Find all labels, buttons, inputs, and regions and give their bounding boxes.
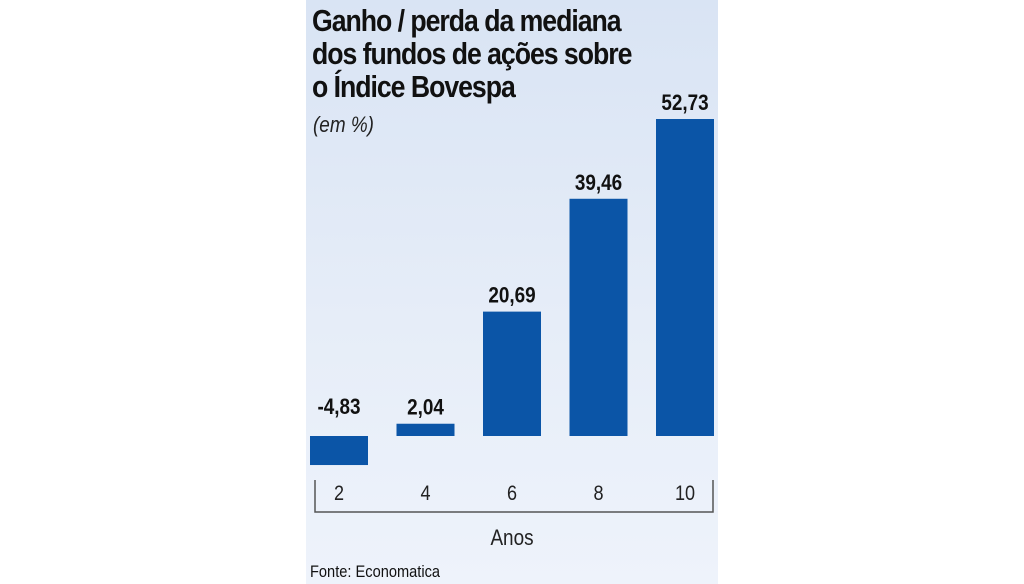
tick-label-10: 10	[675, 482, 695, 506]
bar-6	[483, 311, 541, 436]
tick-label-8: 8	[593, 482, 603, 506]
tick-label-4: 4	[420, 482, 430, 506]
value-label-6: 20,69	[488, 283, 535, 308]
bars	[310, 119, 714, 466]
source-note: Fonte: Economatica	[310, 562, 441, 581]
axis-bracket	[314, 480, 714, 513]
value-label-2: -4,83	[317, 395, 360, 420]
chart-panel: Ganho / perda da mediana dos fundos de a…	[306, 0, 718, 584]
title-line-3: o Índice Bovespa	[312, 69, 516, 104]
x-axis-title: Anos	[490, 526, 533, 551]
tick-label-6: 6	[507, 482, 517, 506]
chart-subtitle: (em %)	[313, 112, 374, 137]
chart-title: Ganho / perda da mediana dos fundos de a…	[312, 4, 656, 103]
value-label-8: 39,46	[575, 170, 622, 195]
bar-chart: -4,83 2,04 20,69 39,46 52,73 2 4 6 8 10 Anos	[310, 91, 714, 551]
title-line-1: Ganho / perda da mediana	[312, 3, 622, 38]
bar-4	[396, 423, 455, 436]
bar-8	[569, 198, 628, 436]
value-label-4: 2,04	[407, 395, 444, 420]
value-label-10: 52,73	[661, 91, 708, 116]
x-axis: 2 4 6 8 10 Anos	[314, 480, 714, 551]
value-labels: -4,83 2,04 20,69 39,46 52,73	[317, 91, 708, 420]
bar-2	[310, 436, 368, 466]
bar-10	[656, 119, 714, 436]
title-line-2: dos fundos de ações sobre	[312, 36, 632, 71]
tick-label-2: 2	[334, 482, 344, 506]
